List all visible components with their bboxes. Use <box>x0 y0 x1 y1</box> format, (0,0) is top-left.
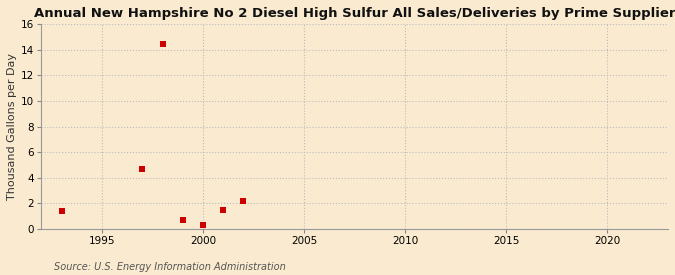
Text: Source: U.S. Energy Information Administration: Source: U.S. Energy Information Administ… <box>54 262 286 272</box>
Title: Annual New Hampshire No 2 Diesel High Sulfur All Sales/Deliveries by Prime Suppl: Annual New Hampshire No 2 Diesel High Su… <box>34 7 675 20</box>
Point <box>137 167 148 171</box>
Point <box>218 208 229 212</box>
Y-axis label: Thousand Gallons per Day: Thousand Gallons per Day <box>7 53 17 200</box>
Point <box>198 223 209 227</box>
Point <box>56 209 67 213</box>
Point <box>157 42 168 46</box>
Point <box>238 199 249 203</box>
Point <box>178 218 188 222</box>
